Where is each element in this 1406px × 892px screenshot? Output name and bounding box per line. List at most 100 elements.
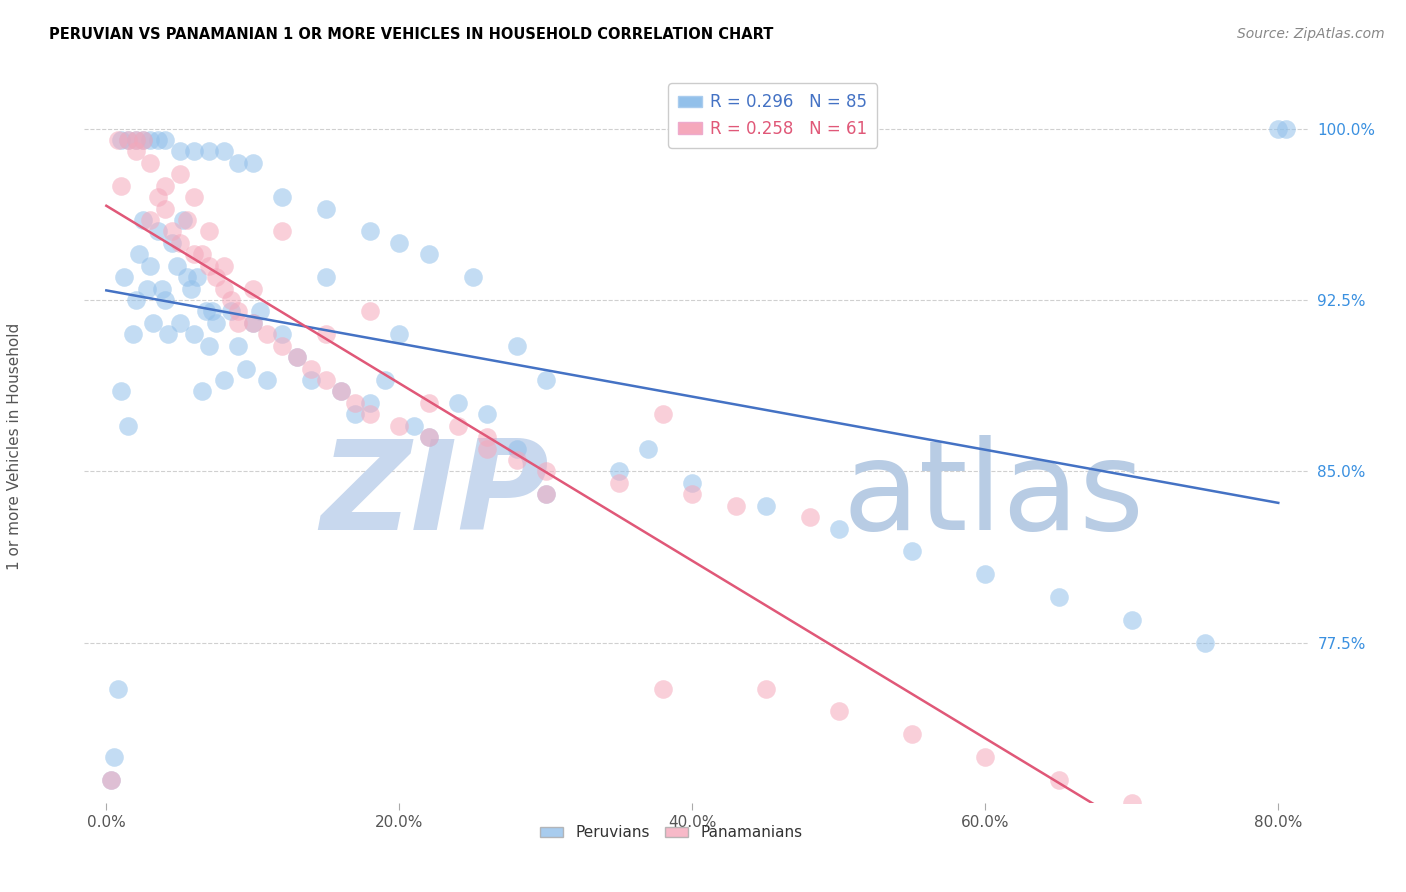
Point [139, 155, 162, 169]
Point [136, 281, 159, 295]
Point [183, 327, 205, 342]
Point [901, 544, 924, 558]
Point [1047, 772, 1070, 787]
Point [183, 145, 205, 159]
Point [652, 681, 675, 696]
Point [299, 361, 322, 376]
Text: PERUVIAN VS PANAMANIAN 1 OR MORE VEHICLES IN HOUSEHOLD CORRELATION CHART: PERUVIAN VS PANAMANIAN 1 OR MORE VEHICLE… [49, 27, 773, 42]
Point [652, 407, 675, 421]
Point [607, 464, 630, 478]
Point [128, 247, 150, 261]
Point [477, 407, 499, 421]
Point [205, 316, 228, 330]
Point [176, 213, 198, 227]
Point [146, 224, 169, 238]
Point [226, 316, 249, 330]
Point [505, 338, 527, 352]
Point [117, 418, 139, 433]
Point [477, 442, 499, 456]
Point [754, 499, 776, 513]
Point [190, 384, 212, 399]
Point [139, 213, 162, 227]
Point [974, 567, 997, 582]
Point [418, 396, 440, 410]
Point [505, 453, 527, 467]
Point [418, 430, 440, 444]
Point [124, 133, 146, 147]
Point [198, 145, 221, 159]
Point [249, 304, 271, 318]
Point [242, 281, 264, 295]
Point [198, 259, 221, 273]
Point [974, 750, 997, 764]
Point [169, 145, 191, 159]
Point [226, 338, 249, 352]
Point [388, 327, 411, 342]
Point [153, 178, 176, 193]
Point [271, 190, 294, 204]
Point [153, 293, 176, 307]
Point [100, 772, 122, 787]
Text: ZIP: ZIP [321, 435, 550, 556]
Text: 1 or more Vehicles in Household: 1 or more Vehicles in Household [7, 322, 21, 570]
Point [1121, 796, 1143, 810]
Point [180, 281, 202, 295]
Point [1047, 590, 1070, 604]
Point [169, 167, 191, 181]
Point [186, 270, 208, 285]
Point [374, 373, 396, 387]
Point [315, 327, 337, 342]
Point [534, 464, 557, 478]
Point [219, 304, 242, 318]
Point [1121, 613, 1143, 627]
Point [828, 521, 851, 535]
Point [172, 213, 194, 227]
Point [315, 373, 337, 387]
Point [201, 304, 224, 318]
Point [117, 133, 139, 147]
Point [359, 407, 381, 421]
Point [142, 316, 165, 330]
Point [226, 155, 249, 169]
Point [124, 133, 146, 147]
Point [1267, 121, 1289, 136]
Point [681, 487, 703, 501]
Point [299, 373, 322, 387]
Point [1274, 121, 1296, 136]
Point [117, 133, 139, 147]
Point [901, 727, 924, 741]
Point [190, 247, 212, 261]
Point [418, 247, 440, 261]
Point [183, 247, 205, 261]
Point [169, 316, 191, 330]
Point [344, 396, 367, 410]
Point [534, 487, 557, 501]
Point [461, 270, 484, 285]
Point [828, 704, 851, 718]
Point [124, 293, 146, 307]
Point [153, 202, 176, 216]
Point [315, 202, 337, 216]
Point [103, 750, 125, 764]
Point [447, 418, 470, 433]
Legend: Peruvians, Panamanians: Peruvians, Panamanians [534, 819, 808, 847]
Point [194, 304, 217, 318]
Point [242, 316, 264, 330]
Point [212, 259, 235, 273]
Point [183, 190, 205, 204]
Point [139, 133, 162, 147]
Point [1194, 636, 1216, 650]
Point [359, 304, 381, 318]
Point [505, 442, 527, 456]
Point [242, 316, 264, 330]
Point [100, 772, 122, 787]
Point [329, 384, 352, 399]
Point [226, 304, 249, 318]
Point [176, 270, 198, 285]
Point [344, 407, 367, 421]
Point [107, 681, 129, 696]
Point [271, 338, 294, 352]
Point [212, 373, 235, 387]
Point [754, 681, 776, 696]
Point [271, 327, 294, 342]
